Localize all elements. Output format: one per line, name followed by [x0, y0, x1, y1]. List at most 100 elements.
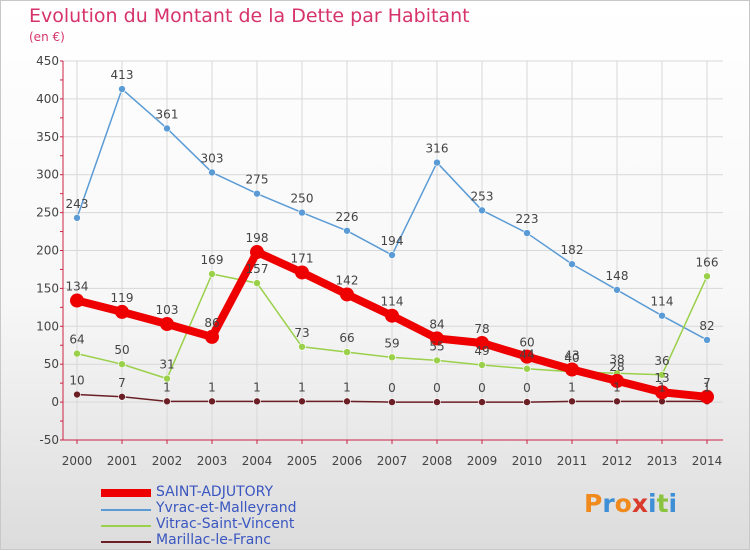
- data-label: 114: [381, 295, 404, 309]
- data-point: [73, 349, 81, 358]
- data-label: 50: [114, 343, 129, 357]
- data-point: [568, 260, 576, 268]
- data-label: 40: [564, 351, 579, 365]
- data-label: 0: [478, 381, 486, 395]
- data-point: [478, 206, 486, 215]
- x-tick-label: 2000: [62, 454, 93, 468]
- data-point: [295, 265, 309, 280]
- data-point: [523, 364, 531, 373]
- x-tick-label: 2010: [512, 454, 543, 468]
- y-tick-label: 300: [36, 168, 59, 182]
- x-tick-label: 2007: [377, 454, 408, 468]
- data-label: 0: [523, 381, 531, 395]
- data-label: 1: [568, 380, 576, 394]
- x-tick-label: 2014: [692, 454, 723, 468]
- x-tick-label: 2002: [152, 454, 183, 468]
- data-point: [523, 398, 531, 406]
- data-label: 194: [381, 234, 404, 248]
- x-tick-label: 2009: [467, 454, 498, 468]
- data-label: 250: [291, 192, 314, 206]
- data-label: 1: [208, 380, 216, 394]
- y-tick-label: 200: [36, 244, 59, 258]
- y-tick-label: 50: [44, 357, 59, 371]
- data-label: 43: [564, 349, 579, 363]
- proxiti-logo: Proxiti: [584, 489, 677, 518]
- data-point: [115, 304, 129, 319]
- data-label: 1: [253, 380, 261, 394]
- data-point: [658, 371, 666, 379]
- data-label: 361: [156, 107, 179, 121]
- data-point: [163, 397, 171, 406]
- data-point: [388, 353, 396, 362]
- data-label: 148: [606, 269, 629, 283]
- data-label: 157: [246, 262, 269, 276]
- data-label: 66: [339, 331, 354, 345]
- data-label: 13: [654, 371, 669, 385]
- data-point: [208, 168, 216, 177]
- data-point: [340, 287, 354, 302]
- data-point: [343, 348, 351, 356]
- data-point: [430, 331, 444, 346]
- data-label: 169: [201, 253, 224, 267]
- data-point: [73, 214, 81, 222]
- data-point: [523, 229, 531, 237]
- data-label: 114: [651, 295, 674, 309]
- y-tick-label: 100: [36, 319, 59, 333]
- data-label: 134: [66, 280, 89, 294]
- data-label: 49: [474, 344, 489, 358]
- x-tick-label: 2003: [197, 454, 228, 468]
- data-point: [118, 360, 126, 369]
- data-label: 253: [471, 189, 494, 203]
- data-point: [208, 270, 216, 278]
- data-point: [658, 311, 666, 320]
- data-label: 7: [118, 376, 126, 390]
- legend-swatch: [101, 489, 151, 497]
- data-point: [433, 398, 441, 406]
- data-label: 0: [433, 381, 441, 395]
- logo-letter: r: [602, 489, 615, 518]
- data-point: [298, 208, 306, 217]
- data-point: [520, 349, 534, 364]
- data-label: 166: [696, 255, 719, 269]
- data-point: [478, 398, 486, 406]
- data-label: 31: [159, 358, 174, 372]
- data-label: 223: [516, 212, 539, 226]
- data-label: 103: [156, 303, 179, 317]
- data-point: [703, 336, 711, 344]
- y-tick-label: 250: [36, 206, 59, 220]
- data-label: 28: [609, 360, 624, 374]
- chart-subtitle: (en €): [29, 30, 65, 44]
- data-label: 1: [298, 380, 306, 394]
- data-point: [250, 245, 264, 260]
- data-label: 86: [204, 316, 219, 330]
- data-point: [478, 361, 486, 369]
- data-label: 60: [519, 336, 534, 350]
- data-point: [253, 189, 261, 198]
- data-label: 64: [69, 333, 84, 347]
- y-tick-label: 400: [36, 92, 59, 106]
- data-point: [298, 397, 306, 406]
- data-point: [205, 329, 219, 344]
- data-point: [568, 397, 576, 406]
- data-point: [253, 279, 261, 287]
- y-tick-label: 150: [36, 281, 59, 295]
- data-point: [343, 226, 351, 235]
- y-tick-label: 350: [36, 130, 59, 144]
- data-label: 1: [658, 380, 666, 394]
- legend-label: Marillac-le-Franc: [156, 532, 271, 548]
- chart-title: Evolution du Montant de la Dette par Hab…: [29, 5, 470, 27]
- data-point: [385, 308, 399, 323]
- x-tick-label: 2005: [287, 454, 318, 468]
- data-label: 275: [246, 173, 269, 187]
- data-label: 1: [703, 380, 711, 394]
- data-point: [163, 124, 171, 133]
- data-point: [613, 286, 621, 294]
- data-label: 78: [474, 322, 489, 336]
- y-tick-label: 0: [51, 395, 59, 409]
- data-label: 10: [69, 374, 84, 388]
- data-label: 7: [703, 376, 711, 390]
- x-tick-label: 2013: [647, 454, 678, 468]
- data-label: 1: [613, 380, 621, 394]
- legend-label: Vitrac-Saint-Vincent: [156, 516, 295, 532]
- data-point: [388, 251, 396, 259]
